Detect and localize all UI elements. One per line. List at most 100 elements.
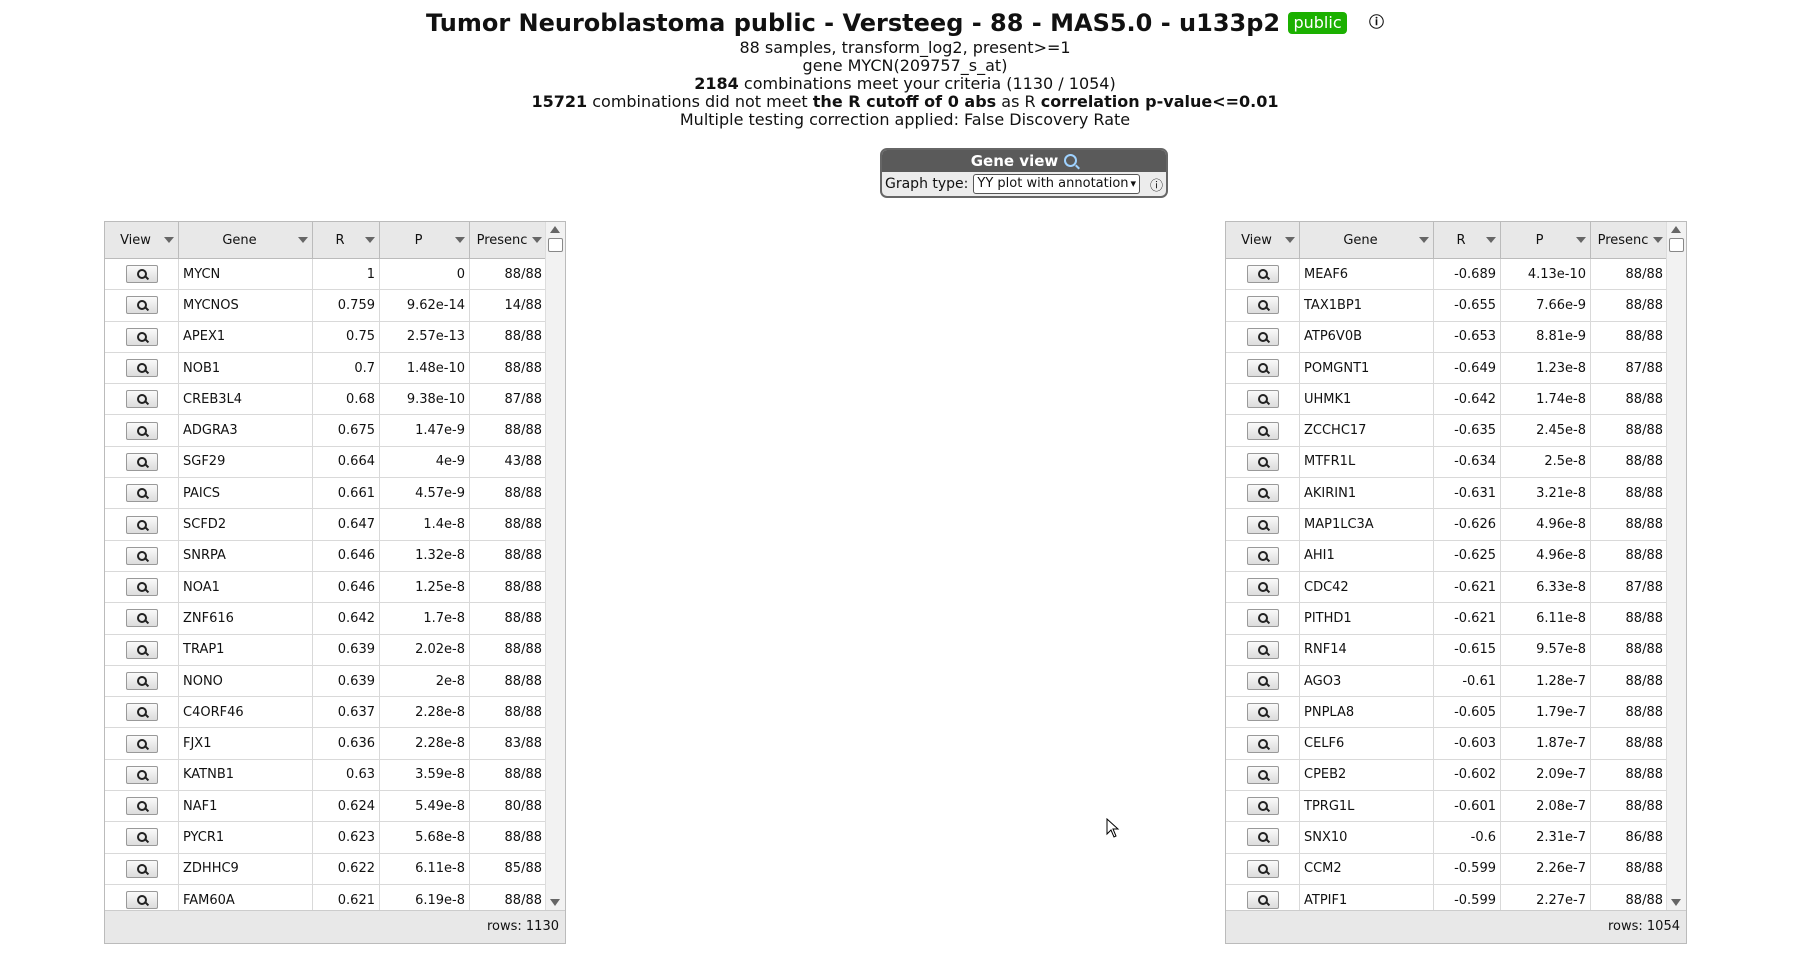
table-row[interactable]: NONO 0.639 2e-8 88/88 [105, 665, 546, 698]
table-row[interactable]: PITHD1 -0.621 6.11e-8 88/88 [1226, 603, 1667, 635]
graph-type-select[interactable]: YY plot with annotation ▾ [973, 174, 1140, 194]
view-gene-button[interactable] [125, 421, 158, 440]
view-gene-button[interactable] [1246, 734, 1279, 753]
table-row[interactable]: AHI1 -0.625 4.96e-8 88/88 [1226, 540, 1667, 572]
table-row[interactable]: UHMK1 -0.642 1.74e-8 88/88 [1226, 384, 1667, 416]
view-gene-button[interactable] [1246, 546, 1279, 565]
view-gene-button[interactable] [1246, 703, 1279, 722]
table-row[interactable]: AKIRIN1 -0.631 3.21e-8 88/88 [1226, 478, 1667, 510]
table-row[interactable]: C4ORF46 0.637 2.28e-8 88/88 [105, 697, 546, 729]
view-gene-button[interactable] [125, 578, 158, 597]
table-row[interactable]: PNPLA8 -0.605 1.79e-7 88/88 [1226, 697, 1667, 729]
scroll-down-icon[interactable] [1671, 899, 1681, 906]
table-row[interactable]: APEX1 0.75 2.57e-13 88/88 [105, 321, 546, 353]
scroll-thumb[interactable] [548, 238, 563, 252]
table-row[interactable]: CDC42 -0.621 6.33e-8 87/88 [1226, 571, 1667, 604]
scroll-thumb[interactable] [1669, 238, 1684, 252]
table-row[interactable]: CCM2 -0.599 2.26e-7 88/88 [1226, 853, 1667, 885]
col-gene[interactable]: Gene [179, 222, 313, 258]
table-row[interactable]: TRAP1 0.639 2.02e-8 88/88 [105, 634, 546, 666]
scroll-up-icon[interactable] [1671, 226, 1681, 233]
view-gene-button[interactable] [125, 390, 158, 409]
table-row[interactable]: SCFD2 0.647 1.4e-8 88/88 [105, 509, 546, 541]
table-row[interactable]: POMGNT1 -0.649 1.23e-8 87/88 [1226, 352, 1667, 385]
view-gene-button[interactable] [1246, 797, 1279, 816]
view-gene-button[interactable] [125, 703, 158, 722]
table-row[interactable]: NOA1 0.646 1.25e-8 88/88 [105, 571, 546, 604]
view-gene-button[interactable] [125, 265, 158, 284]
table-row[interactable]: PAICS 0.661 4.57e-9 88/88 [105, 478, 546, 510]
view-gene-button[interactable] [125, 359, 158, 378]
view-gene-button[interactable] [1246, 672, 1279, 690]
col-r[interactable]: R [313, 222, 380, 258]
info-icon[interactable]: ⓘ [1368, 13, 1384, 31]
table-row[interactable]: KATNB1 0.63 3.59e-8 88/88 [105, 759, 546, 792]
table-row[interactable]: MYCNOS 0.759 9.62e-14 14/88 [105, 290, 546, 322]
view-gene-button[interactable] [1246, 327, 1279, 346]
view-gene-button[interactable] [125, 859, 158, 878]
view-gene-button[interactable] [1246, 265, 1279, 284]
table-row[interactable]: MAP1LC3A -0.626 4.96e-8 88/88 [1226, 509, 1667, 541]
view-gene-button[interactable] [1246, 515, 1279, 534]
view-gene-button[interactable] [125, 797, 158, 816]
table-row[interactable]: CPEB2 -0.602 2.09e-7 88/88 [1226, 759, 1667, 792]
table-row[interactable]: AGO3 -0.61 1.28e-7 88/88 [1226, 665, 1667, 698]
view-gene-button[interactable] [1246, 359, 1279, 378]
col-view[interactable]: View [105, 222, 179, 258]
table-row[interactable]: SNRPA 0.646 1.32e-8 88/88 [105, 540, 546, 572]
view-gene-button[interactable] [125, 327, 158, 346]
table-row[interactable]: NOB1 0.7 1.48e-10 88/88 [105, 352, 546, 385]
table-row[interactable]: PYCR1 0.623 5.68e-8 88/88 [105, 822, 546, 854]
col-p[interactable]: P [380, 222, 470, 258]
table-row[interactable]: ADGRA3 0.675 1.47e-9 88/88 [105, 415, 546, 447]
table-row[interactable]: ZDHHC9 0.622 6.11e-8 85/88 [105, 853, 546, 885]
view-gene-button[interactable] [125, 891, 158, 910]
view-gene-button[interactable] [125, 484, 158, 503]
table-row[interactable]: MYCN 1 0 88/88 [105, 259, 546, 291]
col-presence[interactable]: Presenc [1591, 222, 1667, 258]
view-gene-button[interactable] [125, 734, 158, 753]
table-row[interactable]: NAF1 0.624 5.49e-8 80/88 [105, 791, 546, 823]
table-row[interactable]: ZCCHC17 -0.635 2.45e-8 88/88 [1226, 415, 1667, 447]
view-gene-button[interactable] [1246, 421, 1279, 440]
view-gene-button[interactable] [125, 765, 158, 784]
view-gene-button[interactable] [1246, 891, 1279, 910]
view-gene-button[interactable] [1246, 296, 1279, 315]
table-row[interactable]: ZNF616 0.642 1.7e-8 88/88 [105, 603, 546, 635]
scroll-up-icon[interactable] [550, 226, 560, 233]
col-gene[interactable]: Gene [1300, 222, 1434, 258]
table-row[interactable]: CELF6 -0.603 1.87e-7 88/88 [1226, 728, 1667, 760]
table-row[interactable]: MTFR1L -0.634 2.5e-8 88/88 [1226, 446, 1667, 479]
table-row[interactable]: FJX1 0.636 2.28e-8 83/88 [105, 728, 546, 760]
view-gene-button[interactable] [125, 452, 158, 471]
table-row[interactable]: TAX1BP1 -0.655 7.66e-9 88/88 [1226, 290, 1667, 322]
view-gene-button[interactable] [1246, 390, 1279, 409]
view-gene-button[interactable] [125, 515, 158, 534]
table-row[interactable]: SGF29 0.664 4e-9 43/88 [105, 446, 546, 479]
view-gene-button[interactable] [125, 828, 158, 847]
view-gene-button[interactable] [125, 672, 158, 690]
view-gene-button[interactable] [1246, 640, 1279, 659]
table-row[interactable]: ATP6V0B -0.653 8.81e-9 88/88 [1226, 321, 1667, 353]
view-gene-button[interactable] [1246, 765, 1279, 784]
table-row[interactable]: SNX10 -0.6 2.31e-7 86/88 [1226, 822, 1667, 854]
view-gene-button[interactable] [125, 546, 158, 565]
table-row[interactable]: TPRG1L -0.601 2.08e-7 88/88 [1226, 791, 1667, 823]
view-gene-button[interactable] [1246, 828, 1279, 847]
view-gene-button[interactable] [1246, 859, 1279, 878]
table-row[interactable]: RNF14 -0.615 9.57e-8 88/88 [1226, 634, 1667, 666]
col-p[interactable]: P [1501, 222, 1591, 258]
view-gene-button[interactable] [125, 296, 158, 315]
col-presence[interactable]: Presenc [470, 222, 546, 258]
view-gene-button[interactable] [1246, 578, 1279, 597]
table-row[interactable]: MEAF6 -0.689 4.13e-10 88/88 [1226, 259, 1667, 291]
col-view[interactable]: View [1226, 222, 1300, 258]
view-gene-button[interactable] [1246, 452, 1279, 471]
view-gene-button[interactable] [125, 640, 158, 659]
table-row[interactable]: CREB3L4 0.68 9.38e-10 87/88 [105, 384, 546, 416]
table-row[interactable]: FAM60A 0.621 6.19e-8 88/88 [105, 884, 546, 917]
gene-view-header[interactable]: Gene view [882, 150, 1166, 172]
graph-info-icon[interactable]: ⓘ [1149, 178, 1163, 194]
vertical-scrollbar[interactable] [545, 222, 565, 910]
scroll-down-icon[interactable] [550, 899, 560, 906]
